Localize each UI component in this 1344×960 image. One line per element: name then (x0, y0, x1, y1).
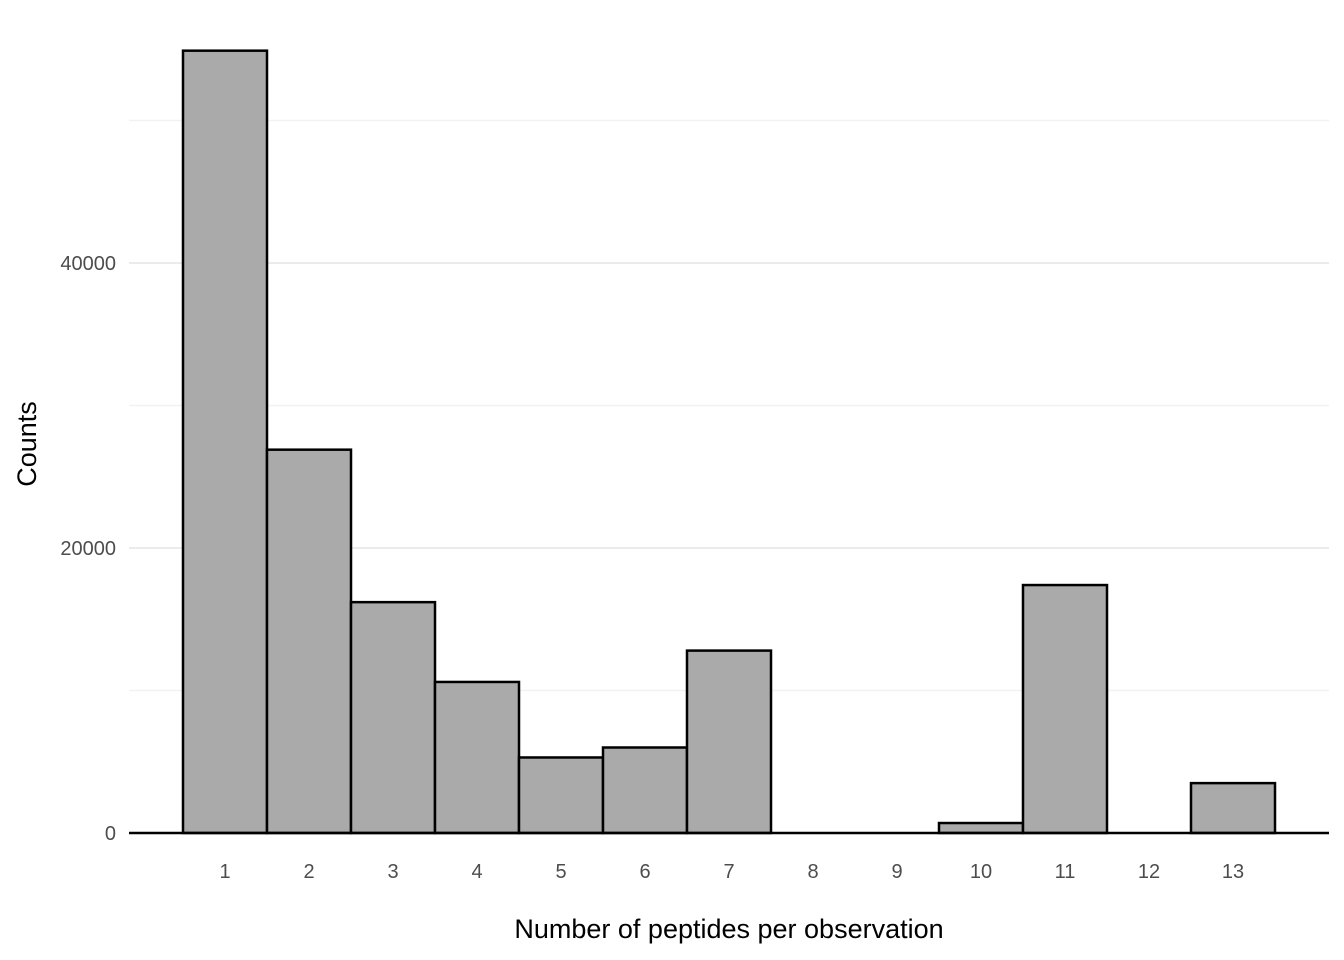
bar-6 (601, 746, 689, 835)
x-tick-label: 12 (1138, 861, 1160, 883)
y-tick-labels: 0 20000 40000 (60, 253, 116, 845)
y-tick-label: 20000 (60, 538, 116, 560)
bar-5 (517, 756, 605, 835)
x-tick-labels: 1 2 3 4 5 6 7 8 9 10 11 12 13 (219, 861, 1244, 883)
bar-7 (685, 649, 773, 835)
x-tick-label: 7 (723, 861, 734, 883)
x-tick-label: 5 (555, 861, 566, 883)
bar-3 (349, 600, 437, 835)
x-tick-label: 6 (639, 861, 650, 883)
x-axis-title: Number of peptides per observation (514, 914, 943, 944)
x-tick-label: 8 (807, 861, 818, 883)
x-tick-label: 1 (219, 861, 230, 883)
x-tick-label: 10 (970, 861, 992, 883)
bars (181, 49, 1277, 835)
x-tick-label: 2 (303, 861, 314, 883)
bar-13 (1189, 781, 1277, 835)
bar-10 (937, 821, 1025, 835)
x-tick-label: 11 (1055, 861, 1076, 883)
x-tick-label: 9 (891, 861, 902, 883)
x-tick-label: 3 (387, 861, 398, 883)
y-tick-label: 0 (105, 823, 116, 845)
bar-4 (433, 680, 521, 835)
x-tick-label: 4 (471, 861, 482, 883)
x-tick-label: 13 (1222, 861, 1244, 883)
y-tick-label: 40000 (60, 253, 116, 275)
bar-1 (181, 49, 269, 835)
bar-2 (265, 448, 353, 835)
y-axis-title: Counts (12, 401, 42, 487)
bar-11 (1021, 583, 1109, 835)
